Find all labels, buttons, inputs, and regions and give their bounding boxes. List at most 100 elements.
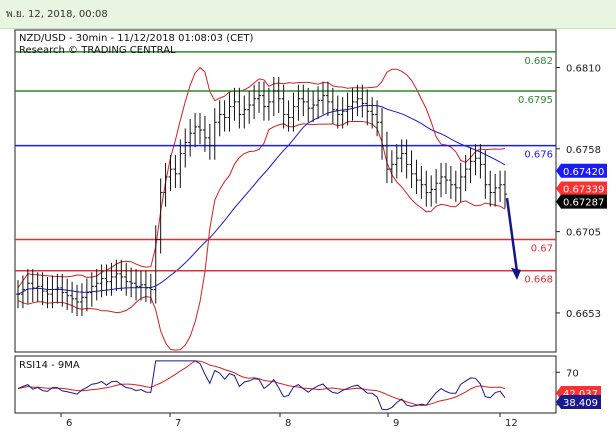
bar-98 xyxy=(498,170,503,202)
rsi-tag-text: 42.037 xyxy=(563,389,598,400)
bar-44 xyxy=(232,87,237,121)
bar-54 xyxy=(281,84,286,129)
moving-average xyxy=(17,105,506,295)
bar-94 xyxy=(478,144,483,179)
chart-title: NZD/USD - 30min - 11/12/2018 01:08:03 (C… xyxy=(19,33,253,44)
bar-91 xyxy=(463,155,468,191)
bar-71 xyxy=(365,89,370,126)
bar-30 xyxy=(163,162,168,207)
bar-45 xyxy=(237,87,242,129)
bar-86 xyxy=(439,162,444,198)
level-label-0: 0.682 xyxy=(524,56,553,67)
bar-38 xyxy=(202,115,207,152)
bar-59 xyxy=(306,87,311,123)
bar-81 xyxy=(414,159,419,195)
bar-17 xyxy=(99,264,104,298)
projection-arrow xyxy=(505,197,521,280)
bar-36 xyxy=(193,112,198,148)
bar-90 xyxy=(458,162,463,202)
bar-84 xyxy=(429,175,434,207)
bar-93 xyxy=(473,144,478,176)
bar-73 xyxy=(375,100,380,137)
x-tick-3: 9 xyxy=(393,418,399,429)
bar-7 xyxy=(50,275,55,309)
bar-83 xyxy=(424,170,429,207)
bar-76 xyxy=(389,150,394,184)
main-plot-frame xyxy=(14,29,557,353)
price-tag-bg xyxy=(556,181,607,196)
bar-56 xyxy=(291,92,296,132)
bar-96 xyxy=(488,170,493,207)
bar-26 xyxy=(143,270,148,302)
price-tag-0: 0.67420 xyxy=(556,163,607,178)
bar-87 xyxy=(443,162,448,195)
bar-64 xyxy=(330,87,335,124)
bar-47 xyxy=(247,90,252,124)
bar-23 xyxy=(129,267,134,298)
bar-50 xyxy=(261,81,266,121)
bar-78 xyxy=(399,139,404,173)
rsi-line xyxy=(17,360,506,411)
ma-line xyxy=(17,105,506,295)
bar-6 xyxy=(45,276,50,309)
chart-subtitle: Research © TRADING CENTRAL xyxy=(19,45,176,56)
level-label-1: 0.6795 xyxy=(518,95,553,106)
bar-60 xyxy=(311,90,316,123)
bar-2 xyxy=(25,269,30,304)
bar-34 xyxy=(183,128,188,168)
price-tick-1: 0.6758 xyxy=(566,145,601,156)
bar-61 xyxy=(316,86,321,120)
rsi-tag-text: 38.409 xyxy=(563,398,598,409)
bar-88 xyxy=(448,165,453,199)
bar-97 xyxy=(493,173,498,207)
price-tag-bg xyxy=(556,194,607,209)
bar-37 xyxy=(198,112,203,145)
bar-9 xyxy=(60,273,65,307)
bar-11 xyxy=(70,281,75,313)
upper-band xyxy=(17,66,506,289)
bar-70 xyxy=(360,84,365,118)
bar-0 xyxy=(16,280,20,309)
bar-32 xyxy=(173,155,178,188)
bar-99 xyxy=(503,170,507,209)
price-tag-text: 0.67339 xyxy=(563,184,604,195)
bar-24 xyxy=(134,269,139,301)
bar-39 xyxy=(207,123,212,160)
bar-82 xyxy=(419,165,424,199)
bar-67 xyxy=(345,92,350,126)
bar-66 xyxy=(340,97,345,129)
x-tick-1: 7 xyxy=(175,418,181,429)
projection-arrowhead xyxy=(511,267,521,280)
price-tag-text: 0.67287 xyxy=(563,198,604,209)
rsi-lines xyxy=(17,360,506,411)
price-bars xyxy=(16,76,507,317)
bar-95 xyxy=(483,150,488,199)
rsi-label: RSI14 - 9MA xyxy=(19,360,80,371)
bar-72 xyxy=(370,97,375,129)
bar-75 xyxy=(384,131,389,184)
bar-13 xyxy=(79,283,84,317)
bar-62 xyxy=(320,81,325,115)
bar-53 xyxy=(276,76,281,113)
bar-16 xyxy=(94,269,99,301)
rsi-tag-bg xyxy=(556,395,601,410)
price-tag-2: 0.67287 xyxy=(556,194,607,209)
bar-49 xyxy=(257,81,262,113)
bar-74 xyxy=(380,108,385,160)
bar-1 xyxy=(20,275,25,309)
bar-31 xyxy=(168,155,173,191)
bar-63 xyxy=(325,81,330,116)
bar-41 xyxy=(217,100,222,137)
bar-68 xyxy=(350,87,355,121)
bar-4 xyxy=(35,272,40,302)
bar-27 xyxy=(148,273,153,304)
bar-14 xyxy=(84,278,89,312)
price-tick-2: 0.6705 xyxy=(566,228,601,239)
bar-40 xyxy=(212,108,217,160)
bar-92 xyxy=(468,147,473,184)
top-bar: พ.ย. 12, 2018, 00:08 xyxy=(0,0,616,29)
bar-8 xyxy=(55,273,60,304)
projection-line xyxy=(505,197,519,273)
bar-85 xyxy=(434,169,439,204)
